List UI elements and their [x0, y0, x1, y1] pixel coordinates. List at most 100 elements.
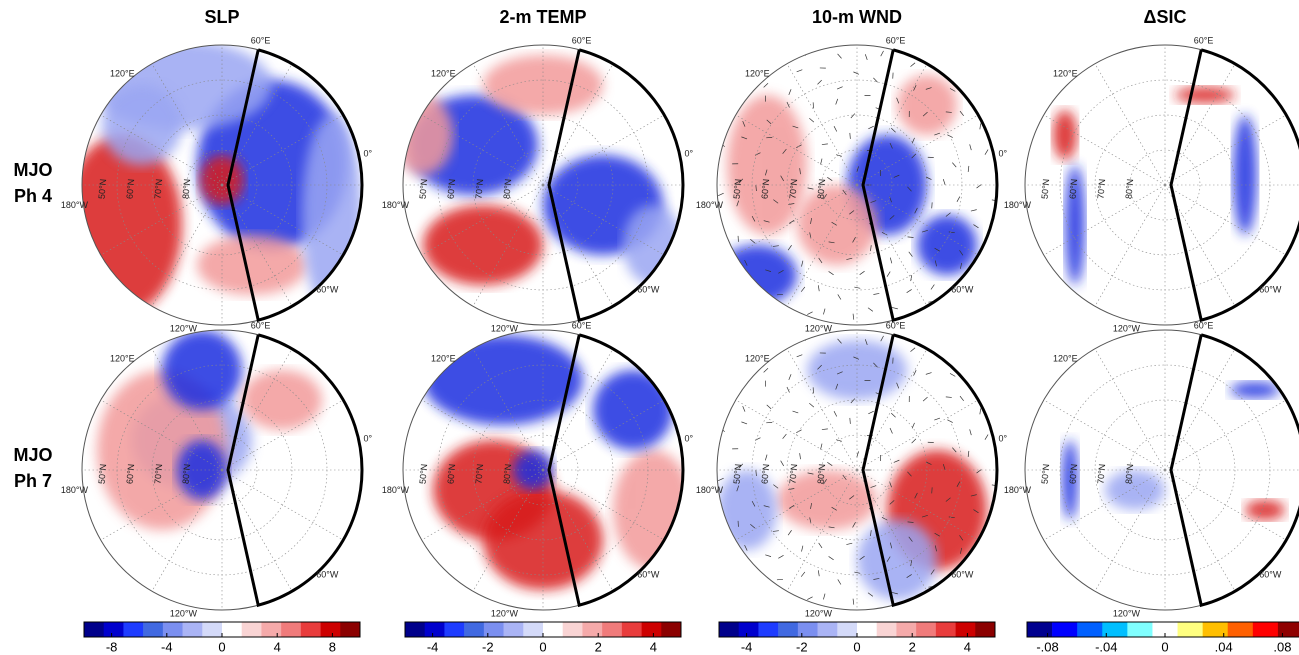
wind-vector: [880, 335, 884, 342]
wind-vector: [930, 284, 935, 290]
wind-vector: [984, 434, 989, 440]
wind-vector: [809, 402, 815, 408]
wind-vector: [969, 429, 972, 436]
wind-vector: [911, 153, 917, 159]
wind-vector: [889, 215, 895, 220]
meridian: [1164, 184, 1287, 256]
anomaly-patch: [1233, 115, 1257, 235]
meridian: [786, 63, 858, 186]
wind-vector: [922, 396, 928, 402]
meridian: [1043, 469, 1166, 541]
longitude-label: 120°E: [1053, 354, 1078, 364]
latitude-label: 70°N: [788, 463, 800, 484]
wind-vector: [776, 293, 783, 296]
wind-vector: [751, 215, 756, 222]
meridian: [100, 184, 223, 256]
wind-vector: [788, 219, 795, 224]
longitude-label: 120°E: [431, 354, 456, 364]
sector-outline: [861, 333, 999, 608]
wind-vector: [842, 474, 847, 481]
meridian: [472, 348, 544, 471]
wind-vector: [893, 459, 900, 463]
latitude-circle: [1129, 434, 1201, 506]
longitude-label: 120°W: [170, 323, 198, 333]
longitude-label: 0°: [363, 148, 372, 158]
latitude-label: 50°N: [418, 178, 430, 199]
wind-vector: [780, 460, 784, 467]
wind-vector: [799, 168, 801, 175]
meridian: [421, 184, 544, 256]
wind-vector: [870, 485, 877, 488]
wind-vector: [945, 111, 952, 113]
wind-vector: [914, 207, 918, 214]
colorbar-segment: [300, 622, 321, 637]
meridian: [735, 184, 858, 256]
wind-vector: [922, 111, 928, 117]
wind-vector: [959, 535, 964, 541]
meridian: [735, 469, 858, 541]
colorbar-segment: [975, 622, 996, 637]
meridian: [1164, 469, 1236, 592]
wind-vector: [959, 395, 964, 402]
colorbar-segment: [483, 622, 504, 637]
latitude-label: 60°N: [125, 463, 137, 484]
row-label: MJO: [13, 160, 52, 180]
meridian: [151, 63, 223, 186]
polar-map: 60°E 0° 60°W 120°W 180°W 120°E 50°N 60°N 70°N 80°…: [382, 320, 694, 618]
wind-vector: [973, 509, 979, 514]
wind-vector: [907, 521, 914, 523]
longitude-label: 60°E: [251, 35, 271, 45]
colorbar-tick-label: 0: [218, 639, 225, 654]
colorbar-segment: [1177, 622, 1203, 637]
wind-vector: [867, 592, 874, 597]
wind-vector: [942, 179, 946, 185]
wind-vector: [846, 542, 853, 545]
polar-map: 60°E 0° 60°W 120°W 180°W 120°E 50°N 60°N 70°N 80°…: [61, 320, 373, 618]
latitude-circle: [186, 149, 258, 221]
latitude-label: 80°N: [502, 463, 514, 484]
colorbar-tick-label: 4: [964, 639, 971, 654]
wind-vector: [799, 453, 801, 460]
meridian: [1043, 399, 1166, 471]
anomaly-patch: [1230, 382, 1280, 398]
wind-vector: [833, 410, 838, 417]
wind-vector: [850, 113, 856, 119]
wind-vector: [773, 484, 779, 489]
anomaly-patch: [1065, 165, 1085, 285]
colorbar-segment: [758, 622, 779, 637]
wind-vector: [778, 554, 784, 559]
wind-vector: [782, 433, 787, 439]
longitude-label: 180°W: [1004, 485, 1032, 495]
longitude-label: 60°E: [572, 35, 592, 45]
wind-vector: [792, 410, 799, 414]
colorbar-segment: [817, 622, 838, 637]
meridian: [1094, 348, 1166, 471]
meridian: [1164, 184, 1236, 307]
latitude-label: 60°N: [125, 178, 137, 199]
anomaly-patch: [403, 95, 453, 175]
wind-vector: [796, 354, 803, 358]
anomaly-patch: [513, 450, 553, 490]
meridian: [735, 114, 858, 186]
meridian: [856, 114, 979, 186]
wind-vector: [788, 488, 795, 490]
wind-vector: [976, 469, 982, 474]
wind-vector: [925, 461, 932, 465]
colorbar-segment: [340, 622, 361, 637]
wind-vector: [934, 247, 940, 252]
wind-vector: [788, 89, 792, 95]
wind-vector: [750, 238, 756, 244]
colorbar-tick-label: 4: [274, 639, 281, 654]
sector-outline: [226, 48, 364, 323]
latitude-circle: [472, 399, 614, 541]
meridian: [1094, 469, 1166, 592]
longitude-label: 120°E: [745, 69, 770, 79]
colorbar-tick-label: -4: [161, 639, 173, 654]
wind-vector: [979, 408, 982, 415]
longitude-label: 60°E: [1194, 320, 1214, 330]
colorbar-segment: [719, 622, 740, 637]
longitude-label: 120°E: [1053, 69, 1078, 79]
anomaly-patch: [162, 330, 242, 410]
latitude-label: 50°N: [418, 463, 430, 484]
anomaly-patch: [593, 370, 673, 450]
